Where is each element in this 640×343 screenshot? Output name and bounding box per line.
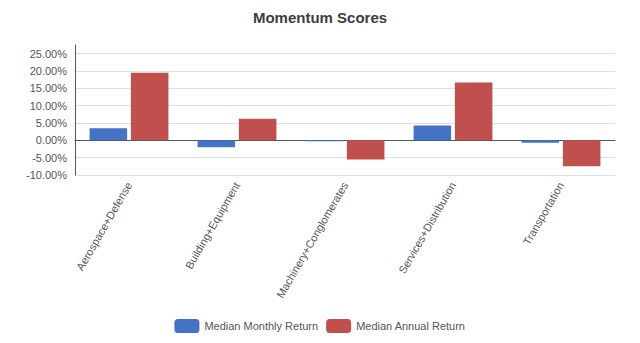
- svg-text:25.00%: 25.00%: [30, 48, 68, 60]
- svg-text:Machinery+Conglomerates: Machinery+Conglomerates: [274, 180, 350, 300]
- svg-text:20.00%: 20.00%: [30, 65, 68, 77]
- svg-text:Building+Equipment: Building+Equipment: [183, 180, 242, 271]
- svg-text:Services+Distribution: Services+Distribution: [396, 180, 458, 276]
- svg-text:10.00%: 10.00%: [30, 100, 68, 112]
- svg-text:Median Annual Return: Median Annual Return: [356, 320, 465, 332]
- svg-text:Median Monthly Return: Median Monthly Return: [204, 320, 318, 332]
- svg-text:Momentum Scores: Momentum Scores: [253, 9, 387, 26]
- svg-text:0.00%: 0.00%: [36, 134, 67, 146]
- svg-text:-10.00%: -10.00%: [26, 169, 67, 181]
- svg-text:15.00%: 15.00%: [30, 82, 68, 94]
- svg-text:-5.00%: -5.00%: [32, 152, 67, 164]
- svg-text:5.00%: 5.00%: [36, 117, 67, 129]
- svg-text:Transportation: Transportation: [521, 180, 567, 247]
- svg-text:Aerospace+Defense: Aerospace+Defense: [74, 180, 134, 272]
